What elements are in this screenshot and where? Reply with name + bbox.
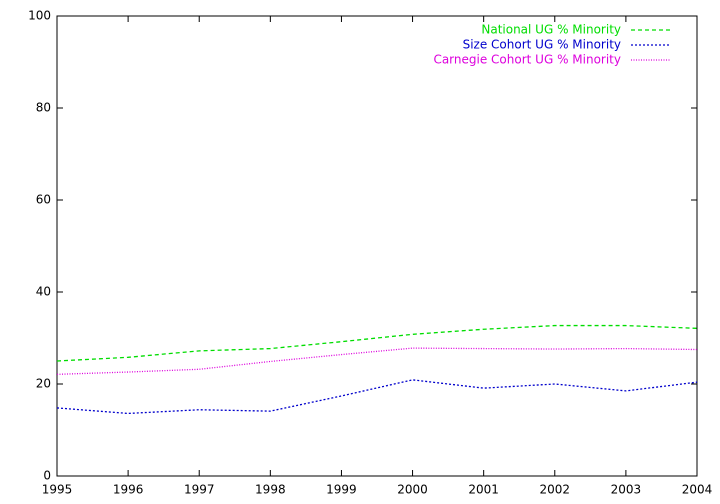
y-tick-label: 100: [28, 9, 51, 23]
legend-label: National UG % Minority: [481, 23, 621, 37]
legend-label: Carnegie Cohort UG % Minority: [433, 53, 621, 67]
x-tick-label: 1995: [42, 483, 73, 497]
legend-label: Size Cohort UG % Minority: [463, 38, 621, 52]
y-tick-label: 80: [36, 101, 51, 115]
x-tick-label: 1998: [255, 483, 286, 497]
x-tick-label: 2000: [397, 483, 428, 497]
series-line: [56, 379, 698, 415]
x-tick-label: 2003: [611, 483, 642, 497]
y-tick-label: 0: [43, 469, 51, 483]
x-tick-label: 2001: [468, 483, 499, 497]
x-tick-label: 1999: [326, 483, 357, 497]
x-tick-label: 2004: [682, 483, 713, 497]
y-tick-label: 60: [36, 193, 51, 207]
x-tick-label: 2002: [540, 483, 571, 497]
y-tick-label: 20: [36, 377, 51, 391]
series-line: [56, 324, 698, 362]
series-line: [56, 347, 698, 375]
x-tick-label: 1997: [184, 483, 215, 497]
y-tick-label: 40: [36, 285, 51, 299]
plot-frame: [56, 15, 698, 477]
x-tick-label: 1996: [113, 483, 144, 497]
